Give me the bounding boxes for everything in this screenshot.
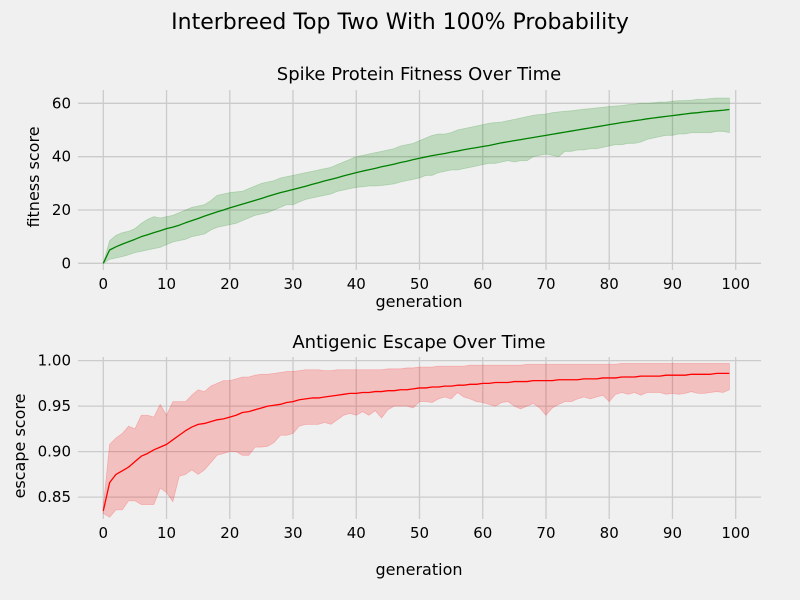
fitness-x-tick-label: 60 [473,275,492,293]
escape-x-tick-label: 90 [663,524,682,542]
fitness-y-tick-label: 40 [52,148,71,166]
fitness-chart-title: Spike Protein Fitness Over Time [277,64,561,85]
fitness-grid [78,90,761,270]
fitness-x-tick-label: 0 [99,275,109,293]
fitness-y-ticks: 0 20 40 60 [52,94,71,272]
fitness-x-tick-label: 50 [410,275,429,293]
escape-x-tick-label: 60 [473,524,492,542]
escape-x-tick-label: 20 [220,524,239,542]
escape-x-tick-label: 30 [283,524,302,542]
fitness-band-layer [102,97,730,265]
fitness-x-tick-label: 20 [220,275,239,293]
fitness-chart: Spike Protein Fitness Over Time 0 10 20 30 4… [24,64,761,311]
escape-x-tick-label: 0 [99,524,109,542]
fitness-x-tick-label: 80 [600,275,619,293]
escape-y-ticks: 0.85 0.90 0.95 1.00 [38,352,71,507]
fitness-x-tick-label: 90 [663,275,682,293]
escape-mean-line [102,372,730,511]
escape-confidence-band [102,362,730,518]
escape-grid [78,357,761,519]
fitness-y-tick-label: 60 [52,94,71,112]
fitness-x-axis-label: generation [375,292,462,311]
escape-x-tick-label: 80 [600,524,619,542]
fitness-y-tick-label: 0 [61,254,71,272]
fitness-line-layer [102,108,730,264]
escape-y-tick-label: 0.85 [38,488,71,506]
escape-x-tick-label: 70 [536,524,555,542]
escape-x-axis-label: generation [375,560,462,579]
escape-y-axis-label: escape score [10,394,29,499]
escape-x-tick-label: 40 [347,524,366,542]
fitness-x-ticks: 0 10 20 30 40 50 60 70 80 90 100 [99,275,751,293]
escape-band-layer [102,362,730,518]
fitness-mean-line [102,108,730,264]
escape-x-tick-label: 50 [410,524,429,542]
fitness-x-tick-label: 70 [536,275,555,293]
fitness-x-tick-label: 30 [283,275,302,293]
fitness-y-axis-label: fitness score [24,126,43,227]
fitness-confidence-band [102,97,730,265]
fitness-x-tick-label: 100 [721,275,750,293]
escape-y-tick-label: 0.90 [38,443,71,461]
figure-suptitle: Interbreed Top Two With 100% Probability [171,10,629,35]
escape-x-ticks: 0 10 20 30 40 50 60 70 80 90 100 [99,524,751,542]
escape-y-tick-label: 1.00 [38,352,71,370]
escape-x-tick-label: 10 [157,524,176,542]
escape-x-tick-label: 100 [721,524,750,542]
escape-chart: Antigenic Escape Over Time 0 10 20 30 40 50 60… [10,332,761,579]
escape-line-layer [102,372,730,511]
fitness-y-tick-label: 20 [52,201,71,219]
fitness-x-tick-label: 10 [157,275,176,293]
escape-y-tick-label: 0.95 [38,397,71,415]
escape-chart-title: Antigenic Escape Over Time [292,332,545,353]
fitness-x-tick-label: 40 [347,275,366,293]
